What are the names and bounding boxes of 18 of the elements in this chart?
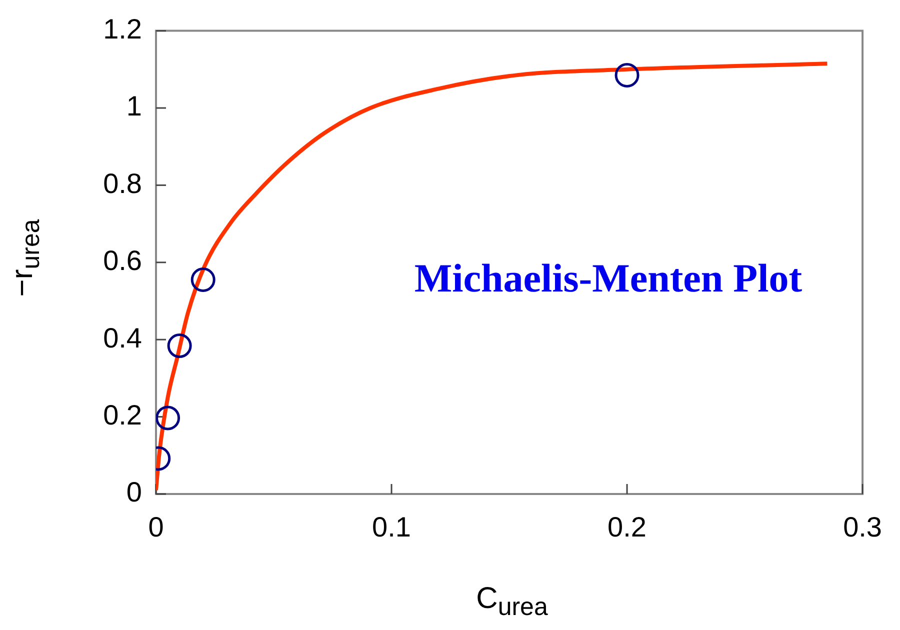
x-axis-title: C$_{urea}$ <box>476 582 548 622</box>
point <box>156 406 180 430</box>
x-tick-label: 0.1 <box>372 512 411 543</box>
point <box>614 62 640 88</box>
point <box>190 268 216 292</box>
x-tick-label: 0 <box>148 512 164 543</box>
y-tick-label: 0.2 <box>103 400 142 431</box>
annotation: Michaelis-Menten Plot <box>414 255 803 300</box>
x-tick-label: 0.2 <box>608 512 646 543</box>
point <box>167 334 192 358</box>
y-tick-label: 0.4 <box>103 322 142 354</box>
y-tick-label: 0.6 <box>103 245 142 276</box>
y-tick-label: 1.2 <box>103 14 142 45</box>
y-tick-label: 0.8 <box>103 168 142 199</box>
line-series <box>156 62 830 492</box>
y-tick-label: 1 <box>126 90 142 122</box>
x-tick-label: 0.3 <box>843 512 882 543</box>
y-tick-label: 0 <box>126 476 142 508</box>
